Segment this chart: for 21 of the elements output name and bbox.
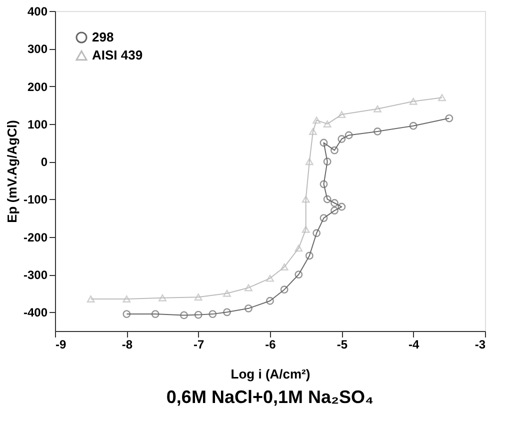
y-tick-label: -300	[23, 268, 48, 282]
y-tick-label: -400	[23, 306, 48, 320]
x-tick-label: -6	[265, 338, 276, 352]
legend-label: 298	[92, 30, 114, 44]
x-tick-label: -7	[193, 338, 204, 352]
y-tick-label: 100	[27, 117, 48, 132]
y-axis-title: Ep (mV.Ag/AgCl)	[4, 120, 20, 223]
y-tick-label: -100	[23, 192, 48, 207]
x-tick-label: -9	[56, 338, 66, 352]
y-tick-label: 0	[40, 155, 48, 170]
y-tick-label: 400	[27, 4, 48, 18]
x-tick-label: -3	[474, 338, 486, 352]
text: 0,6M NaCl+0,1M Na₂SO₄	[166, 387, 374, 407]
x-tick-label: -5	[336, 338, 348, 352]
legend-label: AISI 439	[92, 48, 143, 62]
y-tick-label: 200	[27, 80, 48, 94]
x-tick-label: -8	[122, 338, 133, 352]
x-tick-label: -4	[408, 338, 420, 352]
y-tick-label: -200	[23, 230, 48, 244]
x-axis-title: Log i (A/cm²)	[230, 366, 310, 382]
y-tick-label: 300	[27, 42, 48, 56]
